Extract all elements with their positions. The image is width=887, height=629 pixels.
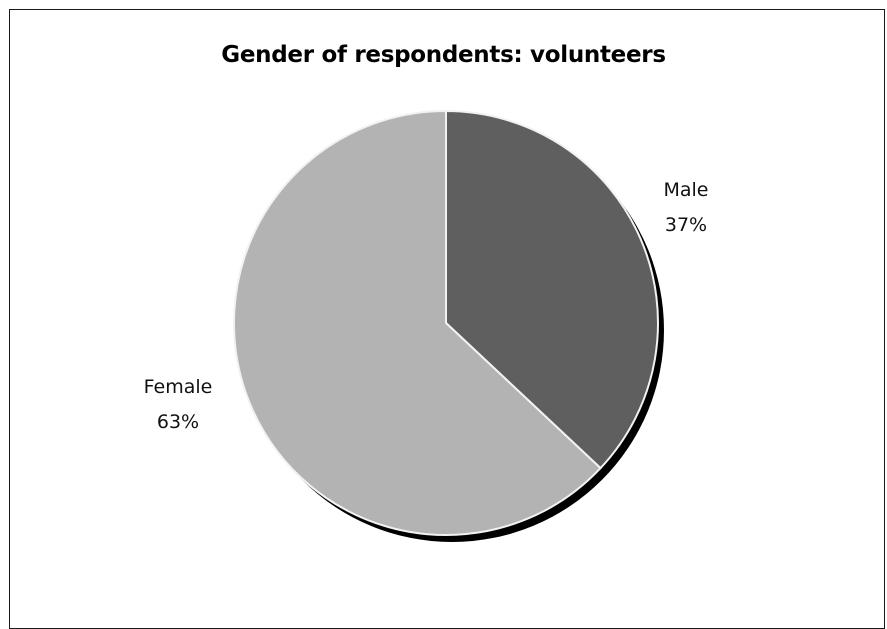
- pie-slice-male: [445, 109, 659, 470]
- slice-label-male: Male: [663, 179, 708, 201]
- slice-value-male: 37%: [665, 214, 707, 236]
- slice-label-female: Female: [144, 376, 213, 398]
- pie-slice-female: [233, 109, 602, 536]
- slice-value-female: 63%: [157, 411, 199, 433]
- chart-title: Gender of respondents: volunteers: [221, 42, 666, 68]
- pie-labels-layer: Male 37% Female 63%: [144, 179, 709, 433]
- pie-slices-layer: [233, 109, 659, 536]
